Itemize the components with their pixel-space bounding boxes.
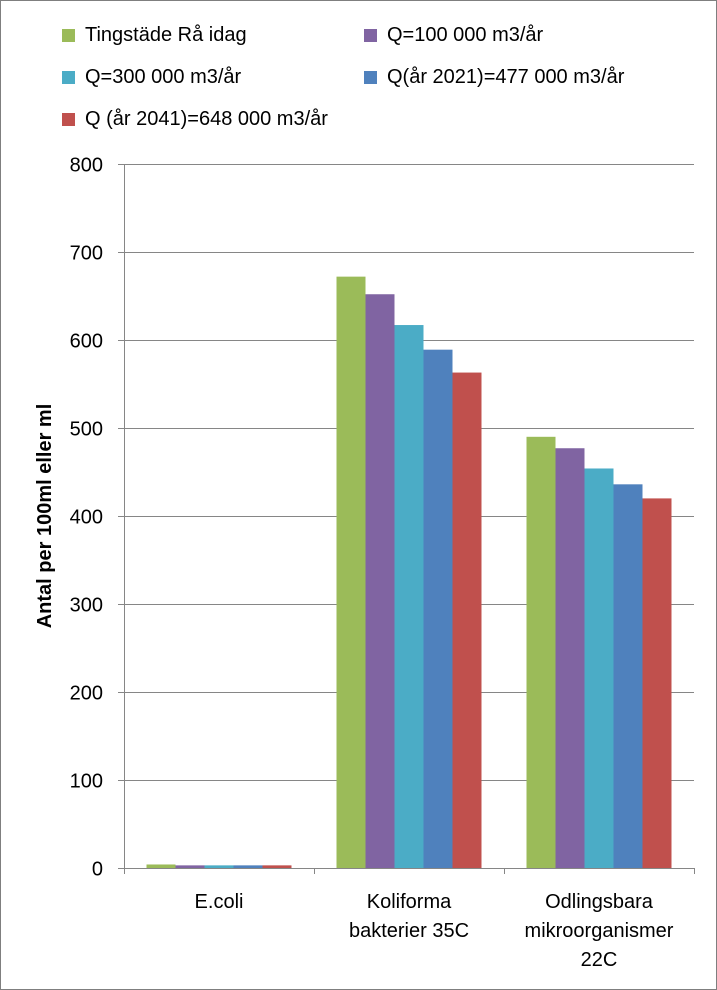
y-tick-label: 800 xyxy=(70,155,103,177)
legend-item-q2021: Q(år 2021)=477 000 m3/år xyxy=(364,63,624,91)
bar xyxy=(146,864,176,868)
legend-label: Q=300 000 m3/år xyxy=(85,65,242,88)
legend-swatch-teal xyxy=(62,70,75,84)
legend-label: Q=100 000 m3/år xyxy=(387,23,544,46)
x-category-label: 22C xyxy=(581,949,618,971)
bar xyxy=(584,468,614,868)
y-tick-label: 200 xyxy=(70,683,103,705)
x-category-label: bakterier 35C xyxy=(349,920,469,942)
bar xyxy=(262,865,292,868)
axes xyxy=(118,164,695,874)
x-category-label: Koliforma xyxy=(367,891,452,913)
x-category-label: Odlingsbara xyxy=(545,891,654,913)
legend-swatch-red xyxy=(62,112,75,126)
legend-item-q2041: Q (år 2041)=648 000 m3/år xyxy=(62,105,328,133)
y-tick-label: 700 xyxy=(70,243,103,265)
bar xyxy=(555,448,585,868)
legend-item-tingstade: Tingstäde Rå idag xyxy=(62,21,247,49)
bar xyxy=(394,325,424,868)
category-labels: E.coli Koliforma bakterier 35C Odlingsbara m… xyxy=(195,891,674,971)
x-category-label: E.coli xyxy=(195,891,244,913)
y-tick-label: 400 xyxy=(70,507,103,529)
legend-item-q100000: Q=100 000 m3/år xyxy=(364,21,543,49)
y-axis-label: Antal per 100ml eller ml xyxy=(34,404,56,629)
y-tick-label: 300 xyxy=(70,595,103,617)
legend-item-q300000: Q=300 000 m3/år xyxy=(62,63,241,91)
legend-swatch-blue xyxy=(364,70,377,84)
legend-label: Q(år 2021)=477 000 m3/år xyxy=(387,65,625,88)
y-tick-label: 0 xyxy=(92,859,103,881)
bar xyxy=(204,865,234,868)
legend-swatch-green xyxy=(62,28,75,42)
bar xyxy=(613,484,643,868)
bar xyxy=(642,498,672,868)
bar xyxy=(233,865,263,868)
bar xyxy=(365,294,395,868)
bar xyxy=(336,276,366,868)
y-tick-label: 600 xyxy=(70,331,103,353)
y-tick-label: 500 xyxy=(70,419,103,441)
bar xyxy=(175,865,205,868)
legend: Tingstäde Rå idag Q=100 000 m3/år Q=300 … xyxy=(0,0,717,150)
legend-label: Q (år 2041)=648 000 m3/år xyxy=(85,107,328,130)
bar xyxy=(423,349,453,868)
y-tick-label: 100 xyxy=(70,771,103,793)
bar xyxy=(452,372,482,868)
legend-label: Tingstäde Rå idag xyxy=(85,23,247,46)
x-category-label: mikroorganismer xyxy=(525,920,674,942)
bars xyxy=(146,276,672,868)
y-tick-labels: 0 100 200 300 400 500 600 700 800 xyxy=(70,155,103,881)
bar xyxy=(526,436,556,868)
legend-swatch-purple xyxy=(364,28,377,42)
